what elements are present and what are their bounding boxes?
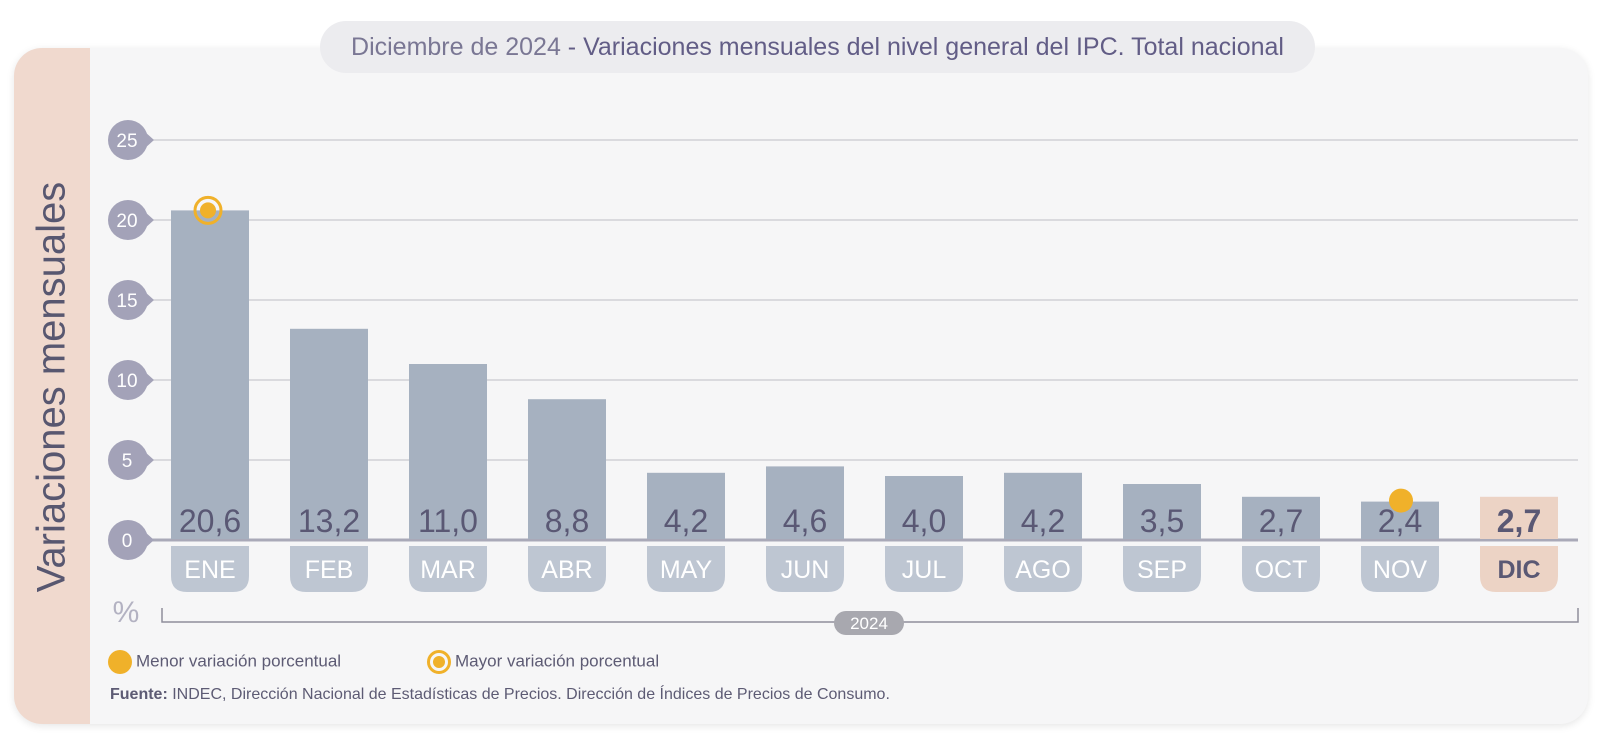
bar: [647, 472, 725, 539]
unit-label: %: [113, 596, 140, 629]
month-pill: [1123, 546, 1201, 592]
y-tick-pointer: [144, 531, 154, 549]
bar-value-label: 11,0: [418, 503, 478, 539]
source-note: Fuente: INDEC, Dirección Nacional de Est…: [110, 686, 890, 704]
month-pill: [409, 546, 487, 592]
month-pill: [1480, 546, 1558, 592]
y-tick-label: 5: [122, 451, 133, 472]
title-prefix: Diciembre de 2024: [351, 33, 561, 61]
bar: [528, 399, 606, 539]
month-label: ENE: [184, 556, 235, 584]
y-tick-pill: [108, 360, 148, 400]
bar: [885, 476, 963, 539]
source-label: Fuente:: [110, 686, 168, 703]
bar: [290, 328, 368, 539]
bar-value-label: 4,6: [783, 503, 827, 539]
y-tick-pill: [108, 440, 148, 480]
legend-min-label: Menor variación porcentual: [136, 651, 342, 671]
bar-value-label: 4,2: [664, 503, 708, 539]
month-pill: [1004, 546, 1082, 592]
month-label: MAR: [420, 556, 476, 584]
y-tick-pill: [108, 280, 148, 320]
bar-value-label: 20,6: [179, 503, 241, 539]
y-tick-label: 15: [116, 291, 137, 312]
bar: [1242, 496, 1320, 539]
bar: [1004, 472, 1082, 539]
month-pill: [1361, 546, 1439, 592]
bar-value-label: 2,7: [1497, 503, 1541, 539]
y-tick-pill: [108, 120, 148, 160]
bar: [409, 364, 487, 539]
month-label: SEP: [1137, 556, 1187, 584]
month-label: AGO: [1015, 556, 1071, 584]
month-pill: [528, 546, 606, 592]
y-tick-pointer: [144, 451, 154, 469]
bar-value-label: 3,5: [1140, 503, 1184, 539]
side-band: [14, 48, 90, 724]
bar-value-label: 4,2: [1021, 503, 1065, 539]
y-tick-label: 20: [116, 211, 137, 232]
y-tick-label: 25: [116, 131, 137, 152]
month-pill: [1242, 546, 1320, 592]
year-pill: [834, 611, 904, 635]
legend-min: Menor variación porcentual: [108, 650, 341, 674]
month-pill: [171, 546, 249, 592]
month-label: OCT: [1255, 556, 1308, 584]
month-label: MAY: [660, 556, 713, 584]
legend-max-label: Mayor variación porcentual: [455, 651, 660, 671]
bar-value-label: 8,8: [545, 503, 589, 539]
max-marker-ring: [193, 195, 223, 225]
y-tick-pill: [108, 200, 148, 240]
y-tick-pointer: [144, 291, 154, 309]
max-marker: [200, 202, 216, 219]
chart-card: [14, 48, 1588, 724]
min-marker: [1389, 488, 1413, 513]
month-pill: [647, 546, 725, 592]
y-tick-label: 0: [122, 531, 133, 552]
bar-value-label: 13,2: [298, 503, 360, 539]
month-label: DIC: [1497, 556, 1540, 584]
bar-value-label: 4,0: [902, 503, 946, 539]
month-pill: [766, 546, 844, 592]
title-separator: -: [560, 33, 584, 61]
month-label: JUL: [902, 556, 947, 584]
y-tick-pointer: [144, 371, 154, 389]
month-label: NOV: [1373, 556, 1428, 584]
bar-value-label: 2,7: [1259, 503, 1303, 539]
y-tick-pointer: [144, 211, 154, 229]
bar: [1123, 484, 1201, 539]
month-label: ABR: [541, 556, 592, 584]
title-main: Variaciones mensuales del nivel general …: [583, 33, 1284, 61]
year-label: 2024: [850, 614, 888, 633]
y-tick-pointer: [144, 131, 154, 149]
bar: [1480, 496, 1558, 539]
max-marker-icon: [427, 650, 451, 674]
y-tick-pill: [108, 520, 148, 560]
y-tick-label: 10: [116, 371, 137, 392]
month-pill: [290, 546, 368, 592]
bar: [171, 210, 249, 539]
month-label: FEB: [305, 556, 354, 584]
month-pill: [885, 546, 963, 592]
month-label: JUN: [781, 556, 830, 584]
bar: [766, 466, 844, 539]
min-marker-icon: [108, 650, 132, 674]
source-text: INDEC, Dirección Nacional de Estadística…: [172, 686, 890, 703]
legend-max: Mayor variación porcentual: [427, 650, 659, 674]
chart-title: Diciembre de 2024 - Variaciones mensuale…: [320, 21, 1315, 73]
